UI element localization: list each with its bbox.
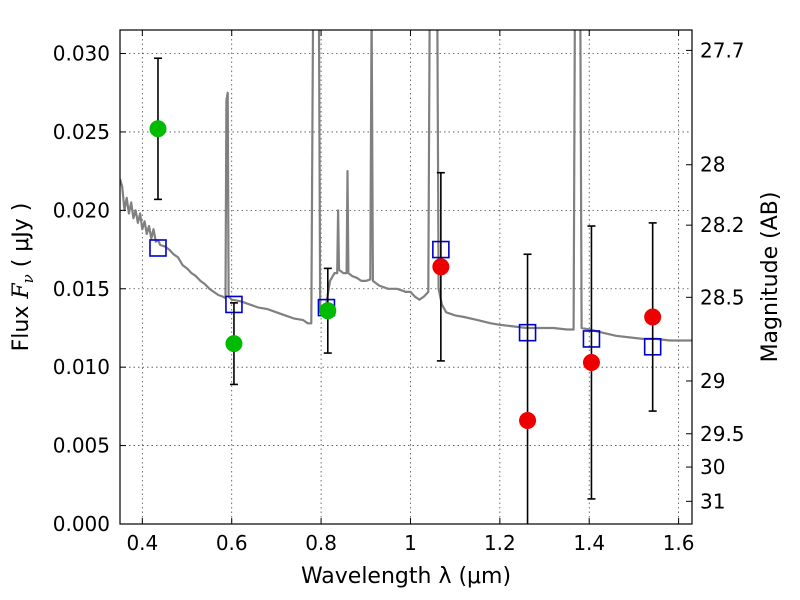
x-tick-label: 0.6: [216, 531, 248, 555]
axis-ticks: 0.4 0.6 0.8 1 1.2 1.4 1.6 0.000 0.005 0.010 0.015 0…: [53, 30, 745, 555]
y-tick-label: 0.015: [53, 277, 110, 301]
y-axis-label: Flux Fν ( μJy ): [9, 203, 37, 352]
y2-tick-label: 28.2: [700, 213, 745, 237]
y-tick-label: 0.030: [53, 42, 110, 66]
y-tick-label: 0.010: [53, 355, 110, 379]
y2-tick-label: 28: [700, 153, 725, 177]
y-tick-label: 0.025: [53, 120, 110, 144]
y2-tick-label: 29.5: [700, 422, 745, 446]
y2-tick-label: 28.5: [700, 285, 745, 309]
y-tick-label: 0.020: [53, 198, 110, 222]
x-tick-label: 1.6: [663, 531, 695, 555]
y2-tick-label: 27.7: [700, 38, 745, 62]
x-tick-label: 0.4: [126, 531, 158, 555]
x-tick-label: 1.4: [573, 531, 605, 555]
observed-point-green: [149, 120, 167, 138]
plot-area: [120, 30, 692, 524]
grid-lines: [120, 30, 692, 524]
x-axis-label: Wavelength λ (μm): [301, 564, 511, 589]
x-tick-label: 1.2: [484, 531, 516, 555]
x-tick-label: 1: [404, 531, 417, 555]
y-tick-label: 0.000: [53, 512, 110, 536]
y-tick-label: 0.005: [53, 434, 110, 458]
observed-point-green: [319, 302, 337, 320]
y2-tick-label: 29: [700, 369, 725, 393]
observed-point-red: [519, 411, 537, 429]
x-tick-label: 0.8: [305, 531, 337, 555]
observed-point-red: [582, 353, 600, 371]
y2-tick-label: 30: [700, 455, 725, 479]
model-box-point: [149, 239, 167, 257]
observed-point-green: [225, 335, 243, 353]
observed-point-red: [644, 308, 662, 326]
y2-tick-label: 31: [700, 489, 725, 513]
plot-frame: [119, 29, 693, 525]
right-axis-label: Magnitude (AB): [758, 192, 783, 363]
observed-point-red: [432, 258, 450, 276]
